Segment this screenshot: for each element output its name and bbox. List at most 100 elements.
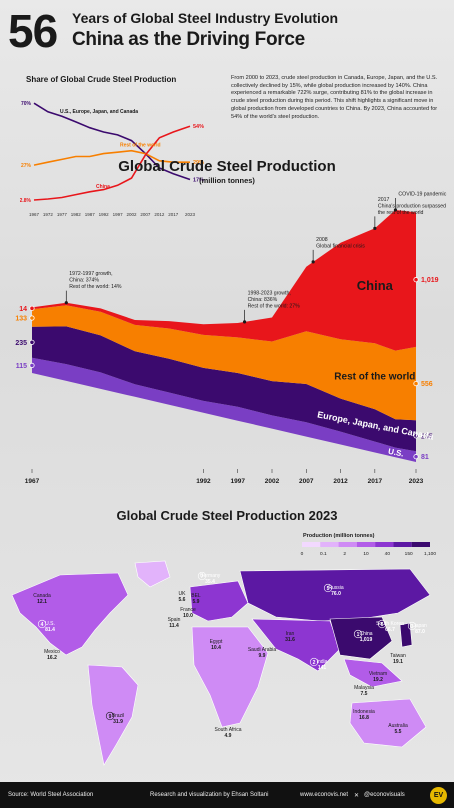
country-value: 5.9 xyxy=(193,599,200,605)
land-east-asia xyxy=(329,616,393,660)
legend-swatch xyxy=(338,542,357,547)
area-europe-japan-and-canada xyxy=(32,326,416,452)
country-value: 10.4 xyxy=(211,645,221,651)
footer-source: Source: World Steel Association xyxy=(8,792,94,798)
country-name: China xyxy=(359,631,372,637)
share-series-label-2: China xyxy=(96,184,110,190)
annotation-text-3: 2017 xyxy=(378,197,390,203)
country-name: Vietnam xyxy=(369,671,387,677)
land-middle-east-south-asia xyxy=(251,618,341,672)
country-value: 87.0 xyxy=(415,629,425,635)
annotation-text-0: China: 374% xyxy=(69,278,99,284)
annotation-text-4: COVID-19 pandemic xyxy=(398,191,446,197)
annotation-text-1: Rest of the world: 27% xyxy=(248,303,301,309)
annotation-dot-4 xyxy=(393,208,398,212)
x-tick-label: 2017 xyxy=(368,478,383,485)
annotation-text-1: 1998-2023 growth, xyxy=(248,290,291,296)
area-label-3: China xyxy=(357,278,394,293)
country-value: 1,019 xyxy=(360,637,373,643)
end-dot-2 xyxy=(413,380,419,387)
country-value: 16.2 xyxy=(47,655,57,661)
legend-swatch xyxy=(356,542,376,547)
production-area-chart: 115 81 235 235 133 556 14 1,019 China Rest of the… xyxy=(15,190,446,485)
rank-badge xyxy=(105,711,115,721)
area-label-2: Rest of the world xyxy=(334,372,415,383)
header-line-1: Years of Global Steel Industry Evolution xyxy=(72,10,339,26)
end-value-label-2: 556 xyxy=(421,381,433,388)
legend-swatch xyxy=(302,542,321,547)
land-europe xyxy=(189,580,249,622)
country-value: 35.4 xyxy=(205,579,215,585)
area-rest-of-the-world xyxy=(32,305,416,421)
x-tick-label: 1967 xyxy=(25,478,40,485)
legend-tick: 1,100 xyxy=(424,551,436,557)
share-x-tick: 2012 xyxy=(154,212,165,217)
end-value-label-1: 235 xyxy=(421,433,433,440)
legend-tick: 0 xyxy=(301,551,304,557)
share-end-label-2: 54% xyxy=(193,124,204,130)
end-value-label-0: 81 xyxy=(421,454,429,461)
share-x-tick: 1972 xyxy=(43,212,54,217)
country-value: 141 xyxy=(318,665,327,671)
country-value: 19.1 xyxy=(393,659,403,665)
annotation-dot-0 xyxy=(64,301,68,305)
header-line-2: China as the Driving Force xyxy=(72,29,305,50)
map-legend-title: Production (million tonnes) xyxy=(303,533,375,539)
footer: Source: World Steel Association Research… xyxy=(0,782,454,808)
start-dot-2 xyxy=(29,315,35,321)
rank-number: 9 xyxy=(109,714,112,720)
annotation-text-1: China: 836% xyxy=(248,297,278,303)
country-name: India xyxy=(317,659,328,665)
country-name: U.S. xyxy=(45,621,55,627)
x-tick-label: 1992 xyxy=(196,478,211,485)
footer-website: www.econovis.net xyxy=(300,792,349,798)
land-africa xyxy=(191,626,269,728)
x-tick-label: 2007 xyxy=(299,478,314,485)
share-line-2 xyxy=(33,125,191,201)
econovis-logo: EV xyxy=(430,787,447,804)
main-chart-title: Global Crude Steel Production xyxy=(118,158,336,175)
annotation-dot-2 xyxy=(311,260,315,264)
legend-tick: 0.1 xyxy=(320,551,327,557)
x-tick-label: 2002 xyxy=(265,478,280,485)
share-start-label-0: 70% xyxy=(21,101,32,107)
country-name: Malaysia xyxy=(354,685,374,691)
end-dot-1 xyxy=(413,433,419,439)
country-name: Taiwan xyxy=(390,653,406,659)
legend-swatch xyxy=(375,542,394,547)
area-label-0: U.S. xyxy=(387,447,404,459)
country-value: 19.2 xyxy=(373,677,383,683)
country-name: South Africa xyxy=(215,727,242,733)
country-name: Germany xyxy=(200,573,221,579)
country-name: France xyxy=(180,607,196,613)
land-south-america xyxy=(87,664,139,766)
country-value: 76.0 xyxy=(331,591,341,597)
rank-number: 3 xyxy=(411,624,414,630)
annotation-text-3: China's production surpassed xyxy=(378,203,446,209)
start-dot-0 xyxy=(29,362,35,369)
rank-number: 1 xyxy=(357,632,360,638)
rank-number: 4 xyxy=(41,622,44,628)
share-x-tick: 1987 xyxy=(85,212,96,217)
annotation-dot-1 xyxy=(242,320,247,324)
country-name: Mexico xyxy=(44,649,60,655)
footer-credit: Research and visualization by Ehsan Solt… xyxy=(150,792,269,798)
annotation-text-4: 2020 xyxy=(398,190,410,191)
area-china xyxy=(32,210,416,351)
footer-handle: @econovisuals xyxy=(364,792,405,798)
share-x-tick: 1977 xyxy=(57,212,68,217)
country-value: 7.5 xyxy=(361,691,368,697)
annotation-text-3: the rest of the world xyxy=(378,210,424,216)
map-title: Global Crude Steel Production 2023 xyxy=(116,508,338,523)
share-end-label-1: 29% xyxy=(193,160,204,166)
share-x-tick: 1982 xyxy=(71,212,82,217)
country-value: 12.1 xyxy=(37,599,47,605)
start-value-label-3: 14 xyxy=(19,306,27,313)
share-x-tick: 2023 xyxy=(185,212,196,217)
country-value: 4.9 xyxy=(225,733,232,739)
annotation-text-0: Rest of the world: 14% xyxy=(69,284,122,290)
share-x-tick: 1997 xyxy=(113,212,124,217)
legend-swatch xyxy=(320,542,339,547)
rank-number: 2 xyxy=(313,660,316,666)
